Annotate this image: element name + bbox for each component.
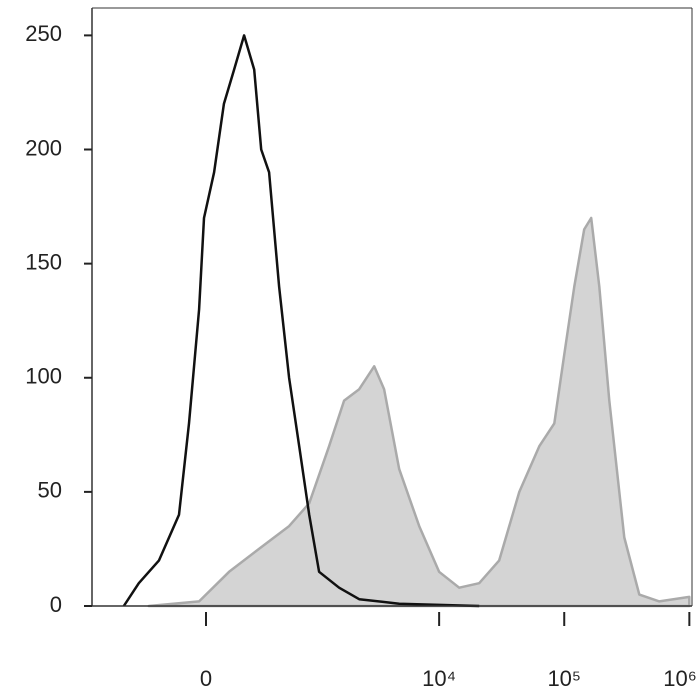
y-tick-label: 150 <box>25 249 62 274</box>
y-tick-label: 0 <box>50 592 62 617</box>
x-tick-label: 10⁶ <box>663 666 697 691</box>
y-tick-label: 50 <box>38 478 62 503</box>
y-tick-label: 250 <box>25 21 62 46</box>
x-tick-label: 10⁴ <box>422 666 456 691</box>
filled-histogram <box>147 216 691 608</box>
x-tick-label: 10⁵ <box>547 666 581 691</box>
y-tick-label: 100 <box>25 364 62 389</box>
x-tick-label: 0 <box>200 666 212 691</box>
y-tick-label: 200 <box>25 135 62 160</box>
histogram-line <box>122 34 480 608</box>
